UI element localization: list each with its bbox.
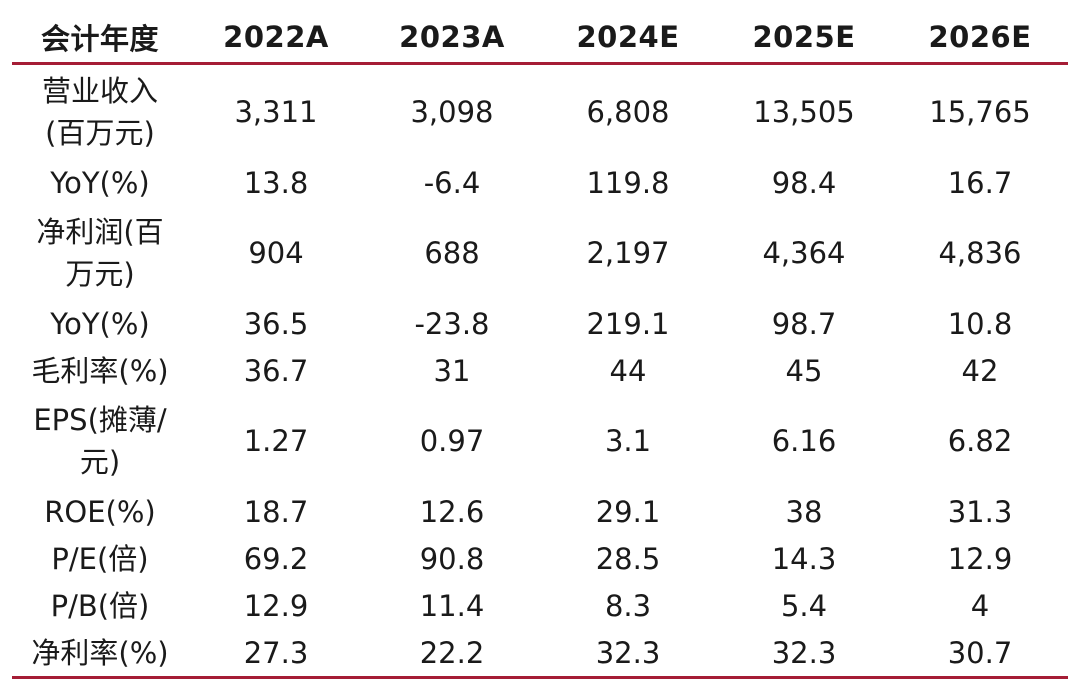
table-cell: 15,765	[929, 95, 1031, 129]
header-row: 会计年度 2022A 2023A 2024E 2025E 2026E	[12, 12, 1068, 65]
row-label-line: YoY(%)	[50, 306, 150, 341]
row-label-line: 万元)	[65, 257, 135, 291]
table-cell: 688	[424, 236, 480, 270]
row-label: 营业收入 (百万元)	[12, 64, 188, 160]
table-cell: 98.4	[771, 165, 837, 200]
row-label: EPS(摊薄/ 元)	[12, 394, 188, 488]
row-label: YoY(%)	[12, 300, 188, 347]
table-cell: 31.3	[947, 494, 1013, 529]
table-cell: 44	[609, 353, 647, 388]
header-cell-2026e: 2026E	[892, 12, 1068, 65]
row-label: 毛利率(%)	[12, 347, 188, 394]
row-label: ROE(%)	[12, 488, 188, 535]
table-cell: 4,364	[762, 236, 846, 270]
table-cell: 69.2	[243, 541, 309, 576]
row-label-line: 营业收入	[41, 74, 158, 108]
table-row-pb: P/B(倍) 12.9 11.4 8.3 5.4 4	[12, 582, 1068, 629]
table-cell: 3,311	[234, 95, 318, 129]
row-label: 净利率(%)	[12, 629, 188, 679]
row-label: P/E(倍)	[12, 535, 188, 582]
table-cell: 13,505	[753, 95, 855, 129]
table-cell: 12.9	[947, 541, 1013, 576]
row-label: 净利润(百 万元)	[12, 206, 188, 300]
table-cell: 6.82	[947, 424, 1013, 458]
table-row-pe: P/E(倍) 69.2 90.8 28.5 14.3 12.9	[12, 535, 1068, 582]
table-row-net-profit-yoy: YoY(%) 36.5 -23.8 219.1 98.7 10.8	[12, 300, 1068, 347]
table-cell: 119.8	[586, 165, 670, 200]
table-cell: 13.8	[243, 165, 309, 200]
table-cell: 38	[785, 494, 823, 529]
row-label-line: ROE(%)	[44, 494, 156, 529]
table-cell: 36.7	[243, 353, 309, 388]
table-cell: 6.16	[771, 424, 837, 458]
table-row-revenue: 营业收入 (百万元) 3,311 3,098 6,808 13,505 15,7…	[12, 64, 1068, 160]
row-label-line: EPS(摊薄/	[33, 403, 167, 437]
table-cell: 32.3	[716, 629, 892, 679]
row-label-line: 净利率(%)	[31, 635, 169, 670]
row-label-line: 净利润(百	[36, 215, 164, 249]
table-cell: 45	[785, 353, 823, 388]
table-cell: 32.3	[540, 629, 716, 679]
table-cell: 4	[970, 588, 990, 623]
table-cell: 3.1	[604, 424, 652, 458]
table-cell: 2,197	[586, 236, 670, 270]
table-cell: 8.3	[604, 588, 652, 623]
header-cell-2022a: 2022A	[188, 12, 364, 65]
table-cell: 28.5	[595, 541, 661, 576]
table-cell: 29.1	[595, 494, 661, 529]
financial-forecast-table-container: 会计年度 2022A 2023A 2024E 2025E 2026E 营业收入 …	[12, 12, 1068, 679]
table-cell: -6.4	[423, 165, 481, 200]
table-row-net-profit: 净利润(百 万元) 904 688 2,197 4,364 4,836	[12, 206, 1068, 300]
table-row-gross-margin: 毛利率(%) 36.7 31 44 45 42	[12, 347, 1068, 394]
table-cell: 22.2	[364, 629, 540, 679]
header-cell-2024e: 2024E	[540, 12, 716, 65]
table-cell: 16.7	[947, 165, 1013, 200]
table-cell: 219.1	[586, 306, 670, 341]
table-cell: 14.3	[771, 541, 837, 576]
header-cell-2023a: 2023A	[364, 12, 540, 65]
table-row-revenue-yoy: YoY(%) 13.8 -6.4 119.8 98.4 16.7	[12, 159, 1068, 206]
row-label-line: 元)	[79, 445, 121, 479]
table-cell: 42	[961, 353, 999, 388]
table-row-roe: ROE(%) 18.7 12.6 29.1 38 31.3	[12, 488, 1068, 535]
table-cell: 12.6	[419, 494, 485, 529]
table-cell: 36.5	[243, 306, 309, 341]
table-cell: 4,836	[938, 236, 1022, 270]
row-label: YoY(%)	[12, 159, 188, 206]
table-cell: 904	[248, 236, 304, 270]
table-cell: 31	[433, 353, 471, 388]
row-label: P/B(倍)	[12, 582, 188, 629]
table-cell: 6,808	[586, 95, 670, 129]
table-cell: 12.9	[243, 588, 309, 623]
table-cell: 1.27	[243, 424, 309, 458]
table-cell: 98.7	[771, 306, 837, 341]
table-cell: -23.8	[414, 306, 490, 341]
table-cell: 18.7	[243, 494, 309, 529]
header-cell-fiscal-year: 会计年度	[12, 12, 188, 65]
table-cell: 27.3	[188, 629, 364, 679]
table-cell: 0.97	[419, 424, 485, 458]
table-cell: 30.7	[892, 629, 1068, 679]
table-row-net-margin: 净利率(%) 27.3 22.2 32.3 32.3 30.7	[12, 629, 1068, 679]
table-cell: 11.4	[419, 588, 485, 623]
table-row-eps: EPS(摊薄/ 元) 1.27 0.97 3.1 6.16 6.82	[12, 394, 1068, 488]
table-cell: 90.8	[419, 541, 485, 576]
table-cell: 5.4	[780, 588, 828, 623]
row-label-line: (百万元)	[45, 116, 155, 150]
header-cell-2025e: 2025E	[716, 12, 892, 65]
table-cell: 10.8	[947, 306, 1013, 341]
financial-forecast-table: 会计年度 2022A 2023A 2024E 2025E 2026E 营业收入 …	[12, 12, 1068, 679]
row-label-line: P/E(倍)	[51, 541, 149, 576]
row-label-line: 毛利率(%)	[31, 353, 169, 388]
row-label-line: P/B(倍)	[50, 588, 150, 623]
table-cell: 3,098	[410, 95, 494, 129]
row-label-line: YoY(%)	[50, 165, 150, 200]
